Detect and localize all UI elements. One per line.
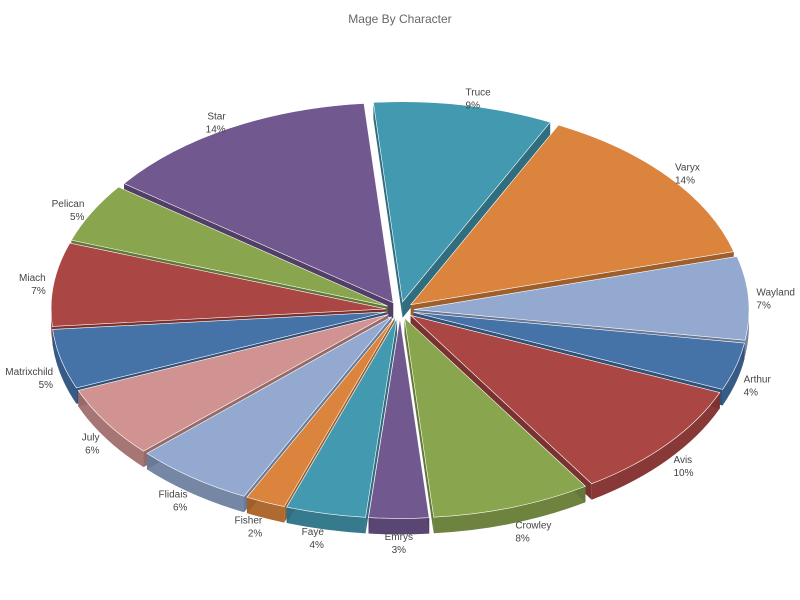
slice-side-matrixchild	[52, 329, 77, 404]
slice-label: Star	[207, 112, 226, 123]
slice-label: Truce	[466, 88, 492, 99]
pie-slice-pelican[interactable]	[70, 186, 388, 307]
slice-label: Crowley	[515, 520, 551, 531]
slice-label: Wayland	[756, 288, 795, 299]
pie-slice-faye[interactable]	[286, 318, 398, 518]
slice-percent: 3%	[392, 545, 407, 556]
slice-label: Pelican	[52, 199, 85, 210]
slice-side-avis	[591, 392, 720, 500]
pie-slice-emrys[interactable]	[368, 318, 430, 519]
slice-label: Arthur	[744, 375, 772, 386]
slice-label: Avis	[673, 455, 692, 466]
slice-top-layer	[50, 101, 750, 519]
slice-percent: 14%	[675, 175, 695, 186]
slice-label-layer: Truce 9% Varyx 14% Wayland 7% Arthur 4% Avis 10% C…	[5, 88, 795, 556]
slice-percent: 6%	[173, 503, 188, 514]
pie-slice-avis[interactable]	[410, 315, 721, 485]
pie-slice-flidais[interactable]	[146, 316, 392, 497]
pie-slice-star[interactable]	[123, 103, 394, 304]
chart-title: Mage By Character	[348, 12, 451, 26]
slice-percent: 14%	[206, 125, 226, 136]
slice-percent: 2%	[248, 528, 263, 539]
slice-label: Matrixchild	[5, 367, 53, 378]
slice-side-arthur	[722, 343, 745, 406]
slice-percent: 6%	[85, 446, 100, 457]
slice-percent: 5%	[39, 380, 54, 391]
slice-percent: 7%	[756, 301, 771, 312]
pie-slice-crowley[interactable]	[404, 317, 587, 518]
slice-side-flidais	[146, 453, 245, 513]
slice-label: Emrys	[385, 532, 413, 543]
slice-label: Flidais	[159, 490, 188, 501]
pie-slice-varyx[interactable]	[410, 124, 735, 306]
slice-percent: 9%	[466, 101, 481, 112]
pie-slice-miach[interactable]	[50, 242, 387, 327]
slice-side-fisher	[246, 497, 285, 523]
pie-slice-july[interactable]	[77, 314, 389, 452]
slice-cut-faye-0	[365, 318, 398, 534]
slice-percent: 7%	[31, 286, 46, 297]
slice-label: Varyx	[675, 162, 700, 173]
slice-label: Faye	[302, 527, 325, 538]
slice-cut-truce-1	[402, 122, 551, 318]
pie-slice-fisher[interactable]	[246, 317, 395, 507]
slice-side-crowley	[433, 486, 586, 534]
slice-label: July	[82, 433, 100, 444]
slice-side-miach	[51, 308, 53, 343]
slice-percent: 10%	[673, 468, 693, 479]
slice-side-faye	[286, 507, 366, 534]
pie-slice-arthur[interactable]	[413, 311, 745, 390]
pie-slice-wayland[interactable]	[413, 256, 750, 341]
slice-percent: 4%	[309, 540, 324, 551]
slice-percent: 8%	[515, 533, 530, 544]
slice-cut-truce-0	[373, 102, 403, 318]
slice-percent: 5%	[70, 212, 85, 223]
slice-label: Miach	[19, 273, 46, 284]
slice-cut-crowley-1	[404, 317, 434, 534]
pie-slice-truce[interactable]	[373, 101, 551, 303]
slice-side-emrys	[368, 517, 430, 535]
pie-slice-matrixchild[interactable]	[52, 311, 387, 389]
slice-percent: 4%	[744, 388, 759, 399]
slice-label: Fisher	[234, 515, 262, 526]
slice-side-july	[78, 390, 144, 468]
